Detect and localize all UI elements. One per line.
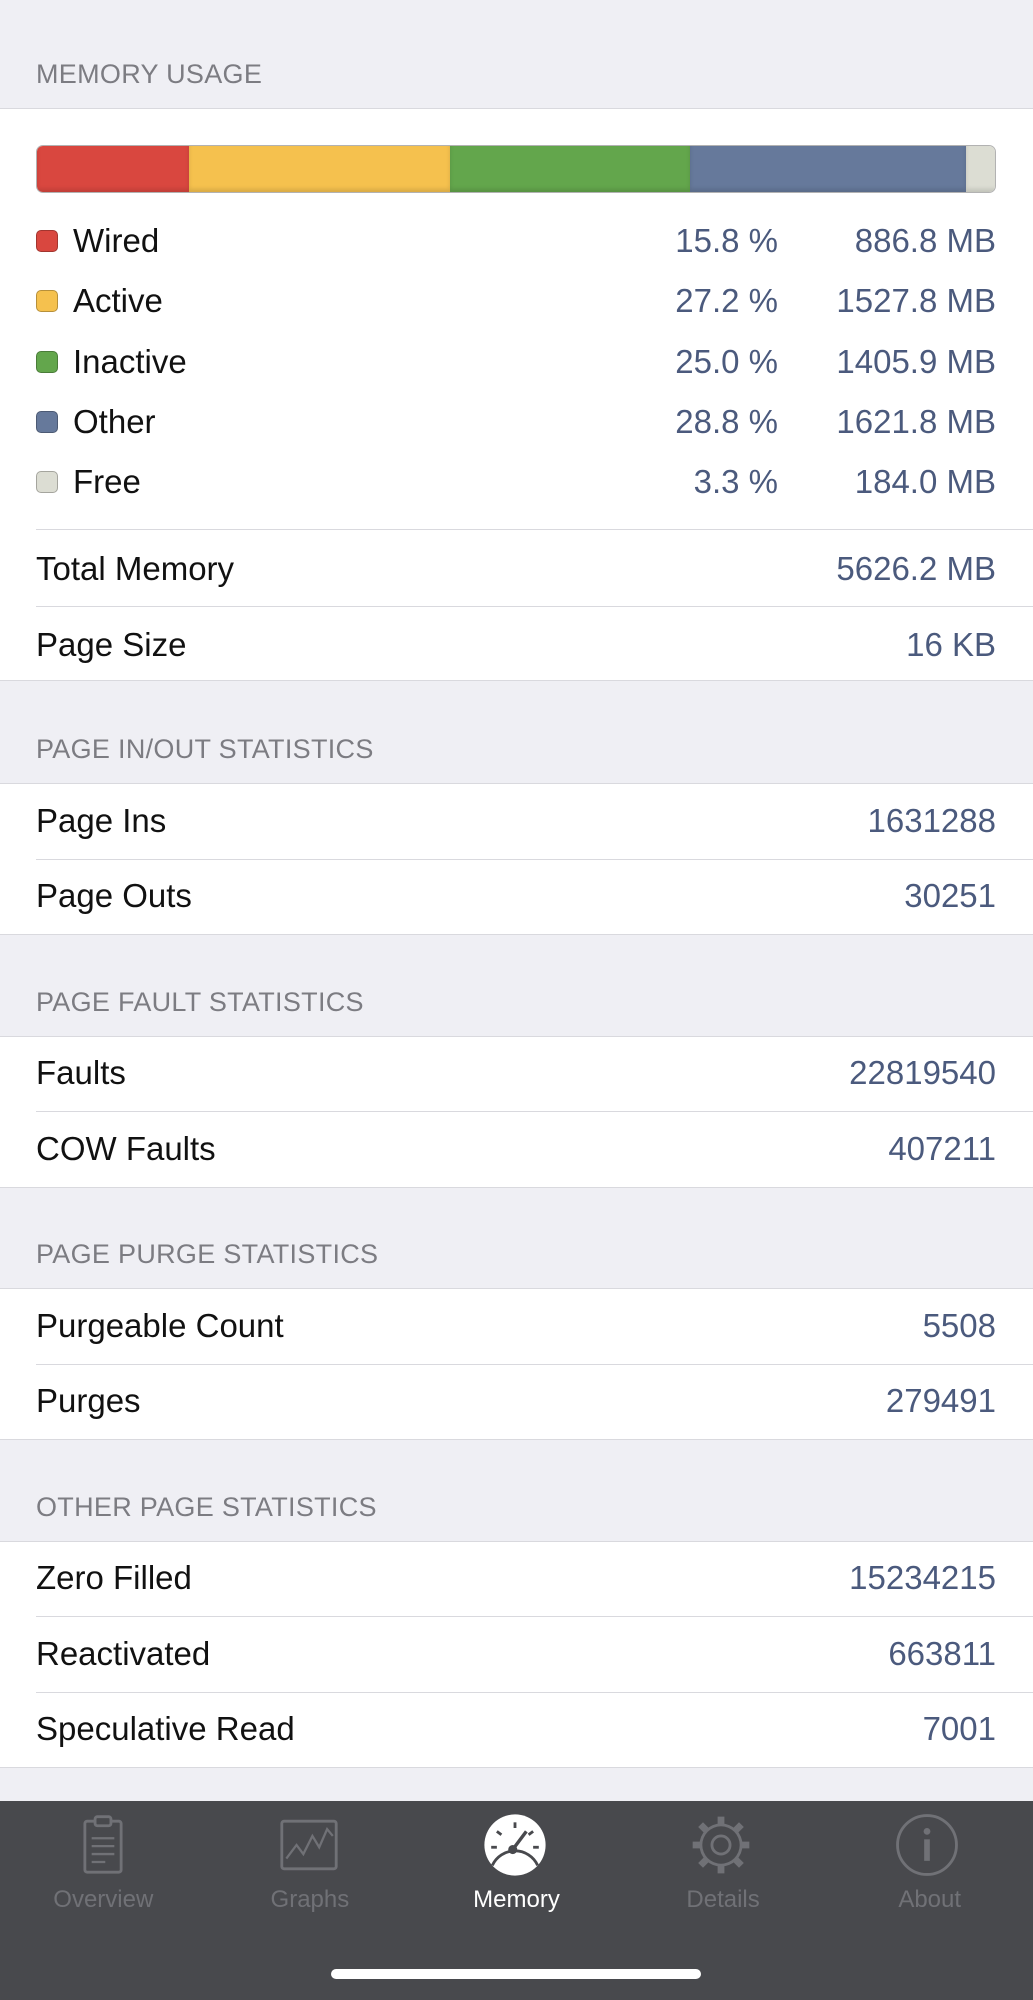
section-body — [0, 108, 1033, 681]
legend-swatch — [36, 350, 58, 373]
row-value: 30251 — [904, 877, 996, 915]
legend-size: 1527.8 MB — [836, 282, 996, 320]
about-icon — [896, 1814, 958, 1876]
row-value: 279491 — [885, 1382, 996, 1420]
row-value: 663811 — [888, 1634, 996, 1672]
section-header: PAGE IN/OUT STATISTICS — [36, 734, 374, 764]
row-label: Page Size — [36, 625, 187, 663]
row-value: 16 KB — [906, 625, 996, 663]
separator — [36, 858, 1033, 860]
usage-segment — [37, 146, 189, 192]
memory-icon[interactable] — [481, 1811, 549, 1879]
row-label: Speculative Read — [36, 1710, 295, 1748]
separator — [36, 606, 1033, 607]
row-label: Page Outs — [36, 877, 192, 915]
tab-label[interactable]: About — [898, 1886, 962, 1913]
tab-label[interactable]: Memory — [473, 1886, 560, 1913]
row-value: 22819540 — [849, 1054, 996, 1092]
row-label: Faults — [36, 1054, 126, 1092]
row-label: COW Faults — [36, 1129, 216, 1167]
legend-percent: 15.8 % — [675, 222, 778, 259]
row-value: 1631288 — [867, 801, 996, 839]
tab-label[interactable]: Details — [686, 1886, 760, 1913]
row-label: Reactivated — [36, 1634, 211, 1672]
separator — [36, 1616, 1033, 1617]
legend-name: Inactive — [73, 342, 187, 380]
legend-name: Free — [73, 463, 141, 501]
legend-swatch — [36, 471, 58, 494]
legend-percent: 3.3 % — [693, 463, 778, 501]
overview-icon — [83, 1815, 123, 1874]
row-label: Purges — [36, 1382, 141, 1420]
row-value: 5626.2 MB — [836, 550, 996, 587]
legend-name: Wired — [73, 222, 160, 259]
legend-size: 184.0 MB — [854, 463, 996, 501]
legend-size: 1621.8 MB — [836, 402, 996, 440]
row-value: 15234215 — [849, 1559, 996, 1597]
section-header: OTHER PAGE STATISTICS — [36, 1491, 377, 1522]
usage-segment — [966, 146, 995, 192]
section-header: PAGE FAULT STATISTICS — [36, 986, 364, 1017]
section-body — [0, 1540, 1033, 1768]
row-label: Total Memory — [36, 550, 235, 587]
legend-percent: 28.8 % — [675, 402, 778, 440]
legend-size: 1405.9 MB — [836, 342, 996, 380]
section-header: PAGE PURGE STATISTICS — [36, 1239, 379, 1269]
legend-swatch — [36, 410, 58, 433]
home-indicator — [331, 1969, 701, 1979]
legend-percent: 25.0 % — [675, 342, 778, 380]
details-icon — [692, 1816, 750, 1874]
legend-name: Active — [73, 282, 163, 320]
usage-segment — [188, 146, 450, 192]
tab-label[interactable]: Overview — [53, 1886, 154, 1913]
separator — [36, 1691, 1033, 1693]
row-label: Zero Filled — [36, 1559, 192, 1597]
usage-segment — [449, 146, 690, 192]
usage-bar — [36, 145, 996, 193]
row-label: Page Ins — [36, 801, 167, 839]
separator — [36, 1111, 1033, 1112]
separator — [36, 1363, 1033, 1365]
section-header: MEMORY USAGE — [36, 59, 263, 89]
legend-percent: 27.2 % — [675, 282, 778, 320]
row-value: 7001 — [922, 1710, 996, 1748]
graphs-icon — [280, 1819, 338, 1871]
legend-size: 886.8 MB — [854, 222, 996, 259]
legend-name: Other — [73, 402, 156, 440]
row-value: 5508 — [922, 1306, 996, 1344]
row-label: Purgeable Count — [36, 1306, 284, 1344]
usage-segment — [689, 146, 967, 192]
legend-swatch — [36, 290, 58, 313]
tab-label[interactable]: Graphs — [270, 1886, 350, 1913]
separator — [36, 529, 1033, 530]
row-value: 407211 — [888, 1129, 996, 1167]
legend-swatch — [36, 230, 58, 252]
